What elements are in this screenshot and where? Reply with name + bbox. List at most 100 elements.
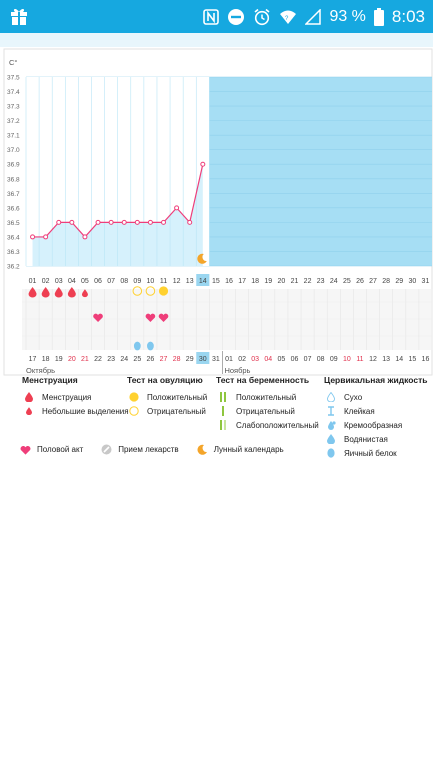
calendar-date-label: 02 bbox=[238, 356, 246, 363]
legend-ovulation: Тест на овуляцию Положительный Отрицател… bbox=[127, 375, 207, 418]
menstruation-marker bbox=[41, 287, 50, 298]
temperature-point bbox=[187, 219, 193, 225]
cycle-day-label: 20 bbox=[277, 278, 285, 285]
temperature-point bbox=[69, 219, 75, 225]
month-label-november: Ноябрь bbox=[224, 366, 250, 375]
legend-pregnancy-title: Тест на беременность bbox=[216, 375, 310, 385]
legend-cervical: Цервикальная жидкость Сухо Клейкая Кремо… bbox=[324, 375, 427, 460]
y-tick-label: 37.2 bbox=[7, 118, 20, 125]
ovulation-positive-icon bbox=[129, 392, 139, 402]
temperature-point bbox=[43, 234, 49, 240]
cycle-day-label: 12 bbox=[173, 278, 181, 285]
calendar-date-label: 21 bbox=[81, 356, 89, 363]
calendar-date-label: 12 bbox=[369, 356, 377, 363]
y-tick-label: 37.3 bbox=[7, 104, 20, 111]
cycle-day-label: 24 bbox=[330, 278, 338, 285]
wifi-icon: ? bbox=[280, 10, 297, 24]
calendar-date-label: 15 bbox=[408, 356, 416, 363]
light-discharge-drop-icon bbox=[26, 407, 32, 415]
intercourse-marker bbox=[93, 313, 103, 322]
cycle-day-label: 05 bbox=[81, 278, 89, 285]
legend-pregnancy-negative-label: Отрицательный bbox=[236, 406, 295, 416]
current-day-highlight bbox=[196, 274, 210, 286]
menstruation-marker bbox=[67, 287, 76, 298]
intercourse-marker bbox=[145, 313, 156, 322]
menstruation-marker bbox=[28, 287, 37, 298]
calendar-date-label: 10 bbox=[343, 356, 351, 363]
temperature-point bbox=[134, 219, 140, 225]
temperature-point bbox=[56, 219, 62, 225]
gift-icon bbox=[11, 8, 27, 25]
egg-white-icon bbox=[327, 448, 335, 458]
y-tick-label: 36.9 bbox=[7, 162, 20, 169]
ovulation-positive-marker bbox=[158, 286, 169, 296]
cycle-day-label: 15 bbox=[212, 278, 220, 285]
symbols-grid bbox=[22, 289, 432, 350]
temperature-area bbox=[32, 164, 203, 266]
y-tick-label: 36.4 bbox=[7, 234, 20, 241]
cycle-day-label: 01 bbox=[29, 278, 37, 285]
legend-medication-label: Прием лекарств bbox=[118, 445, 179, 454]
legend-cervical-title: Цервикальная жидкость bbox=[324, 375, 428, 385]
battery-icon bbox=[373, 7, 384, 26]
dry-drop-icon bbox=[327, 392, 335, 402]
cycle-day-label: 02 bbox=[42, 278, 50, 285]
cycle-day-label: 13 bbox=[186, 278, 194, 285]
cycle-day-label: 30 bbox=[408, 278, 416, 285]
ovulation-negative-marker bbox=[132, 286, 143, 296]
calendar-date-label: 09 bbox=[330, 356, 338, 363]
calendar-date-label: 29 bbox=[186, 356, 194, 363]
temperature-point bbox=[147, 219, 153, 225]
menstruation-marker bbox=[54, 287, 63, 298]
sticky-icon bbox=[328, 406, 334, 416]
calendar-date-label: 20 bbox=[68, 356, 76, 363]
legend-pregnancy-faint-label: Слабоположительный bbox=[236, 420, 319, 430]
today-highlight bbox=[196, 352, 210, 364]
y-tick-label: 36.8 bbox=[7, 176, 20, 183]
legend-menstruation-title: Менструация bbox=[22, 375, 78, 385]
calendar-date-label: 03 bbox=[251, 356, 259, 363]
cycle-day-label: 07 bbox=[107, 278, 115, 285]
calendar-date-label: 28 bbox=[173, 356, 181, 363]
y-tick-label: 37.1 bbox=[7, 133, 20, 140]
y-axis-label: C° bbox=[9, 58, 17, 67]
cycle-day-label: 08 bbox=[120, 278, 128, 285]
light-discharge-marker bbox=[81, 289, 88, 298]
moon-marker bbox=[197, 253, 207, 264]
month-label-october: Октябрь bbox=[26, 366, 55, 375]
legend-sticky-label: Клейкая bbox=[344, 406, 375, 416]
calendar-date-label: 22 bbox=[94, 356, 102, 363]
cycle-day-label: 19 bbox=[264, 278, 272, 285]
cycle-day-label: 14 bbox=[199, 278, 207, 285]
signal-icon bbox=[305, 8, 322, 25]
battery-percent: 93 % bbox=[329, 7, 366, 25]
legend-egg-white-label: Яичный белок bbox=[344, 448, 397, 458]
temperature-point bbox=[108, 219, 114, 225]
clock: 8:03 bbox=[391, 6, 425, 26]
y-tick-label: 36.3 bbox=[7, 249, 20, 256]
cycle-day-label: 17 bbox=[238, 278, 246, 285]
cycle-day-label: 09 bbox=[133, 278, 141, 285]
bbt-chart[interactable]: C° 37.5 37.4 37.3 37.2 37.1 37.0 36.9 36.8 36.7 36… bbox=[0, 47, 433, 377]
legend-ovulation-positive-label: Положительный bbox=[147, 392, 208, 402]
menstruation-drop-icon bbox=[25, 392, 33, 402]
y-tick-label: 36.5 bbox=[7, 220, 20, 227]
calendar-date-label: 04 bbox=[264, 356, 272, 363]
header-band bbox=[0, 33, 433, 47]
legend-extra: Половой акт Прием лекарств Лунный календ… bbox=[20, 444, 284, 455]
calendar-date-label: 30 bbox=[199, 356, 207, 363]
cycle-day-label: 22 bbox=[304, 278, 312, 285]
cycle-day-label: 25 bbox=[343, 278, 351, 285]
cervical-fluid-marker bbox=[133, 341, 141, 351]
legend-menstruation: Менструация Менструация Небольшие выделе… bbox=[22, 375, 129, 418]
cycle-day-label: 16 bbox=[225, 278, 233, 285]
y-tick-label: 36.7 bbox=[7, 191, 20, 198]
cycle-day-label: 03 bbox=[55, 278, 63, 285]
calendar-date-label: 17 bbox=[29, 356, 37, 363]
temperature-point bbox=[95, 219, 101, 225]
calendar-date-label: 16 bbox=[422, 356, 430, 363]
heart-icon bbox=[20, 445, 31, 455]
calendar-date-label: 23 bbox=[107, 356, 115, 363]
creamy-icon bbox=[327, 421, 336, 430]
legend-dry-label: Сухо bbox=[344, 392, 363, 402]
